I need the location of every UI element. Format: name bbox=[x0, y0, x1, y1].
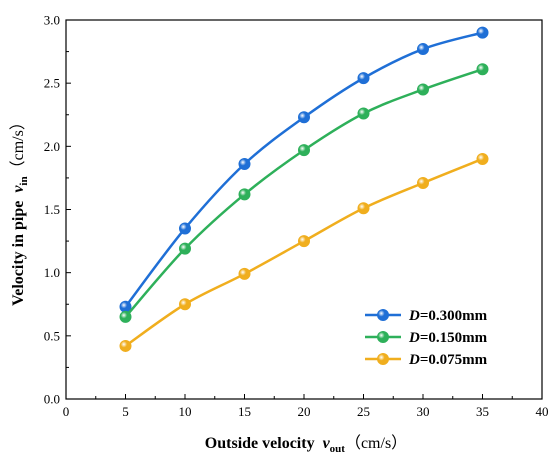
data-point bbox=[238, 158, 251, 171]
legend-label: D=0.300mm bbox=[408, 308, 488, 324]
data-point bbox=[238, 188, 251, 201]
series-line-2 bbox=[124, 68, 483, 318]
data-point bbox=[179, 222, 191, 235]
data-point bbox=[119, 339, 132, 352]
x-tick-label: 0 bbox=[63, 404, 70, 419]
y-tick-label: 1.5 bbox=[44, 202, 60, 217]
x-tick-label: 20 bbox=[298, 404, 311, 419]
data-point bbox=[298, 235, 310, 248]
x-tick-label: 35 bbox=[476, 404, 489, 419]
legend-label: D=0.075mm bbox=[408, 352, 488, 368]
x-tick-label: 25 bbox=[357, 404, 370, 419]
y-tick-label: 1.0 bbox=[44, 265, 60, 280]
y-tick-label: 0.5 bbox=[44, 328, 60, 343]
x-tick-label: 30 bbox=[417, 404, 430, 419]
legend: D=0.300mm D=0.150mm D=0.075mm bbox=[365, 308, 488, 368]
y-tick-label: 0.0 bbox=[44, 392, 60, 407]
x-tick-label: 15 bbox=[238, 404, 251, 419]
y-tick-label: 2.0 bbox=[44, 139, 60, 154]
data-point bbox=[417, 43, 429, 56]
data-point bbox=[298, 144, 310, 157]
x-axis-label: Outside velocity vout（cm/s） bbox=[205, 434, 407, 455]
data-point bbox=[476, 63, 489, 76]
y-tick-label: 2.5 bbox=[44, 76, 60, 91]
data-point bbox=[179, 298, 191, 311]
data-point bbox=[476, 152, 489, 165]
x-tick-label: 5 bbox=[122, 404, 129, 419]
legend-marker bbox=[377, 353, 389, 365]
data-point bbox=[357, 107, 370, 120]
axes: 0 5 10 15 20 25 30 35 40 0.0 0.5 1.0 1.5 2.0 2.5 3.0 bbox=[44, 13, 549, 420]
y-tick-label: 3.0 bbox=[44, 13, 60, 28]
series-layer bbox=[119, 26, 489, 352]
x-tick-label: 10 bbox=[179, 404, 192, 419]
legend-label: D=0.150mm bbox=[408, 330, 488, 346]
x-tick-label: 40 bbox=[536, 404, 549, 419]
data-point bbox=[298, 111, 310, 124]
data-point bbox=[417, 83, 429, 96]
data-point bbox=[417, 176, 429, 189]
data-point bbox=[357, 72, 370, 85]
data-point bbox=[238, 267, 251, 280]
series-line-1 bbox=[124, 31, 483, 308]
data-point bbox=[357, 202, 370, 215]
data-point bbox=[119, 310, 132, 323]
legend-marker bbox=[377, 309, 389, 321]
data-point bbox=[179, 242, 191, 255]
legend-marker bbox=[377, 331, 389, 343]
y-axis-label: Velocity in pipe vin（cm/s） bbox=[9, 114, 30, 306]
data-point bbox=[476, 26, 489, 39]
